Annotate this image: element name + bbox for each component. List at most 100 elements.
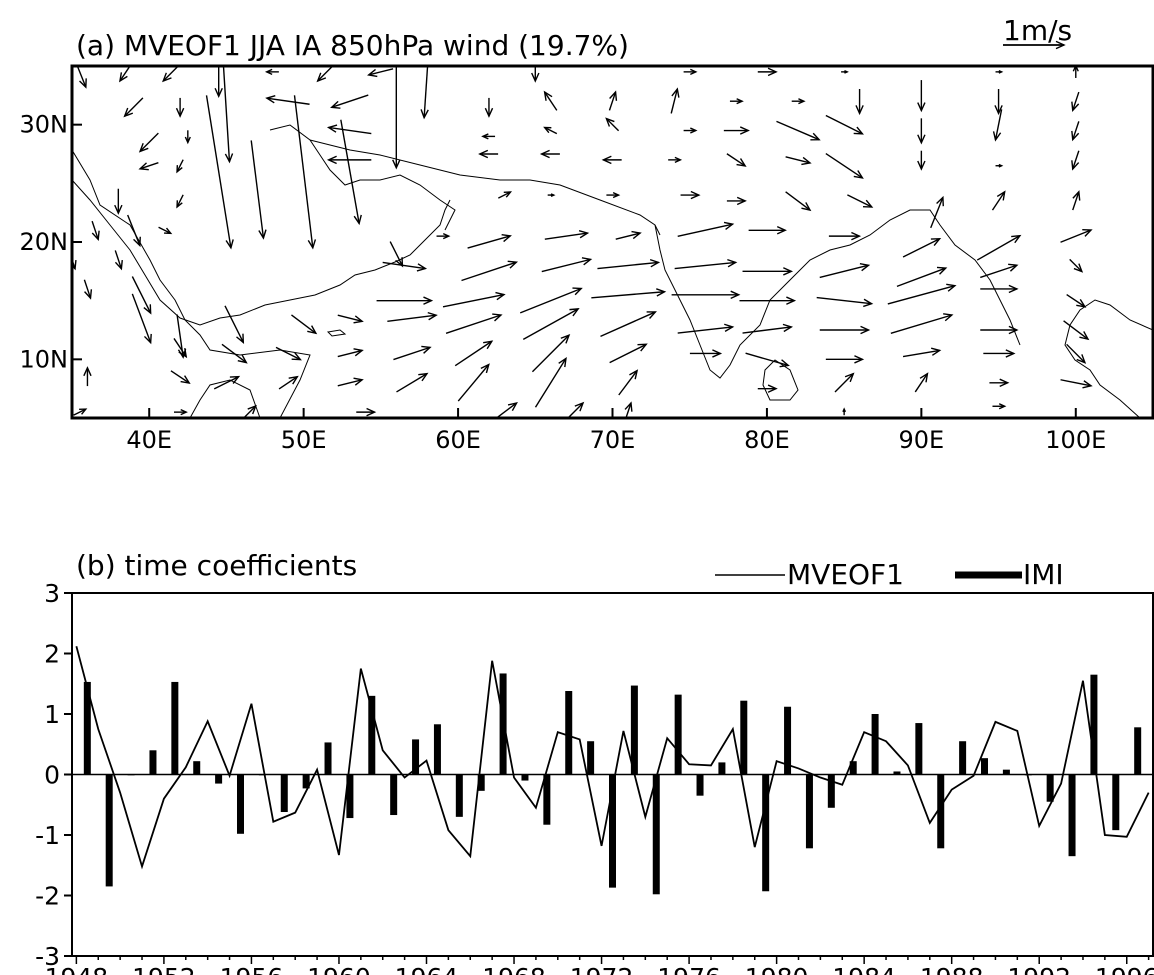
wind-vector bbox=[742, 323, 794, 334]
wind-vector bbox=[265, 95, 310, 105]
wind-vector bbox=[1066, 343, 1087, 364]
x-tick-label: 1948 bbox=[45, 963, 109, 975]
wind-vector bbox=[995, 163, 1004, 168]
x-tick-label: 1996 bbox=[1095, 963, 1154, 975]
imi-bar bbox=[674, 694, 682, 775]
wind-vector bbox=[902, 347, 942, 358]
imi-bar bbox=[215, 774, 223, 784]
y-tick-label: -3 bbox=[35, 942, 60, 971]
imi-bar bbox=[302, 774, 310, 789]
wind-vector bbox=[176, 314, 187, 359]
coastline-africa-south bbox=[189, 379, 261, 418]
wind-vector bbox=[539, 149, 560, 159]
coastline-arabia-west bbox=[72, 179, 451, 326]
wind-vector bbox=[847, 194, 874, 208]
imi-bar bbox=[521, 774, 529, 781]
wind-vector bbox=[1071, 91, 1080, 112]
wind-vector bbox=[184, 130, 191, 145]
y-tick-label: 20N bbox=[20, 228, 69, 256]
wind-vector bbox=[683, 127, 698, 134]
wind-vector bbox=[83, 279, 93, 300]
wind-vector bbox=[726, 153, 747, 167]
wind-vector bbox=[389, 241, 404, 268]
wind-vector bbox=[278, 375, 299, 390]
wind-vector bbox=[214, 66, 223, 98]
panel-a-title: (a) MVEOF1 JJA IA 850hPa wind (19.7%) bbox=[76, 29, 629, 62]
wind-vector bbox=[828, 231, 862, 241]
wind-vector bbox=[757, 67, 778, 77]
wind-vector bbox=[991, 190, 1006, 211]
wind-vector bbox=[176, 194, 184, 209]
wind-vector bbox=[671, 290, 741, 300]
wind-vector bbox=[138, 132, 159, 153]
wind-vector bbox=[615, 230, 642, 240]
imi-bar bbox=[1090, 674, 1098, 775]
wind-vector bbox=[1071, 150, 1080, 171]
wind-vector bbox=[841, 69, 849, 74]
wind-vector bbox=[917, 118, 926, 145]
wind-vector bbox=[340, 119, 362, 226]
wind-vector bbox=[393, 345, 432, 361]
wind-vector bbox=[600, 311, 657, 337]
coastline-east-africa-redsea bbox=[72, 149, 311, 418]
imi-bar bbox=[849, 761, 857, 775]
y-tick-label: -1 bbox=[35, 821, 60, 850]
x-tick-label: 1980 bbox=[745, 963, 809, 975]
x-tick-label: 1956 bbox=[220, 963, 284, 975]
imi-bars bbox=[83, 673, 1142, 895]
wind-vector bbox=[930, 195, 944, 229]
wind-vector bbox=[326, 155, 372, 165]
imi-bar bbox=[280, 774, 288, 813]
wind-vector bbox=[382, 261, 428, 272]
wind-vector bbox=[495, 401, 518, 418]
wind-vector bbox=[467, 233, 512, 249]
wind-vector bbox=[420, 66, 429, 120]
coastline-andaman bbox=[1064, 299, 1153, 418]
wind-vector bbox=[367, 68, 394, 78]
wind-vector bbox=[250, 140, 267, 240]
wind-vector bbox=[316, 66, 334, 83]
wind-vector bbox=[543, 126, 558, 135]
wind-vector bbox=[1072, 190, 1081, 211]
wind-vector bbox=[1071, 121, 1080, 142]
wind-vector bbox=[176, 159, 184, 174]
imi-bar bbox=[915, 723, 923, 775]
imi-bar bbox=[127, 774, 135, 776]
imi-bar bbox=[784, 706, 792, 775]
y-tick-label: -2 bbox=[35, 882, 60, 911]
wind-vector bbox=[887, 283, 957, 305]
wind-vector bbox=[618, 369, 639, 396]
imi-bar bbox=[827, 774, 835, 808]
wind-vector bbox=[330, 94, 369, 109]
y-tick-label: 1 bbox=[44, 700, 60, 729]
wind-vector bbox=[293, 95, 317, 250]
wind-vector bbox=[541, 257, 593, 273]
imi-bar bbox=[1046, 774, 1054, 802]
y-tick-label: 3 bbox=[44, 579, 60, 608]
wind-vector bbox=[337, 377, 364, 387]
wind-vector bbox=[519, 287, 583, 314]
coastline-socotra bbox=[326, 329, 347, 337]
imi-bar bbox=[871, 714, 879, 775]
reference-vector-arrow bbox=[1003, 40, 1066, 50]
wind-vector bbox=[723, 126, 750, 135]
imi-bar bbox=[1112, 774, 1120, 831]
wind-vector bbox=[531, 333, 571, 373]
wind-vector bbox=[497, 191, 513, 199]
wind-vector bbox=[606, 191, 621, 199]
wind-vector bbox=[980, 325, 1019, 335]
wind-vector bbox=[131, 293, 152, 345]
wind-vector bbox=[376, 296, 434, 305]
wind-vector bbox=[677, 221, 735, 238]
wind-vector bbox=[994, 89, 1003, 116]
x-tick-label: 40E bbox=[126, 426, 172, 454]
x-tick-label: 100E bbox=[1045, 426, 1106, 454]
wind-vector bbox=[855, 89, 864, 116]
x-tick-label: 1960 bbox=[307, 963, 371, 975]
wind-vector bbox=[1072, 66, 1079, 78]
imi-bar bbox=[433, 724, 441, 775]
wind-vector bbox=[825, 152, 864, 179]
imi-bar bbox=[324, 742, 332, 775]
wind-vector bbox=[531, 66, 540, 83]
imi-bar bbox=[1002, 769, 1010, 775]
